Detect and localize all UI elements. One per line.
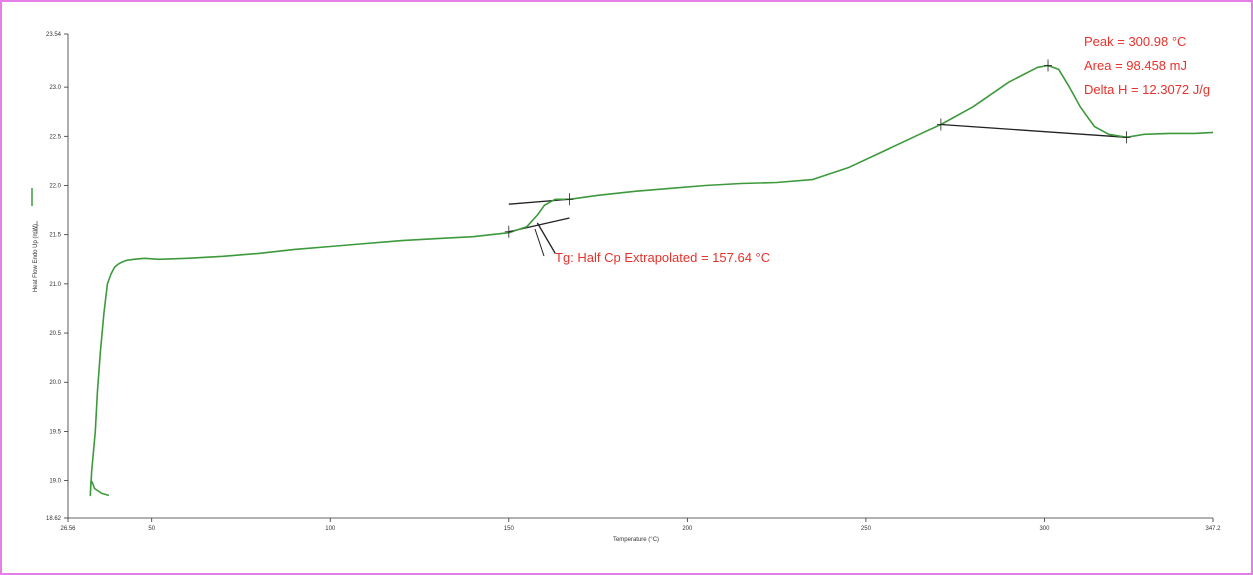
y-tick-label: 21.5 xyxy=(49,233,61,239)
delta-h-annotation: Delta H = 12.3072 J/g xyxy=(1084,82,1210,97)
y-tick-label: 23.54 xyxy=(46,32,62,38)
analysis-markers xyxy=(504,59,1131,238)
tg-leader-line xyxy=(534,228,545,257)
x-axis-ticks: 26.56 50 100 150 200 250 300 347.2 xyxy=(60,518,1221,532)
tg-annotation: Tg: Half Cp Extrapolated = 157.64 °C xyxy=(555,250,770,265)
y-tick-label: 22.5 xyxy=(49,134,61,140)
y-tick-label: 19.0 xyxy=(49,479,61,485)
x-tick-label: 26.56 xyxy=(60,526,76,532)
heat-flow-series-line xyxy=(89,64,1214,497)
construction-line xyxy=(536,222,556,254)
x-tick-label: 300 xyxy=(1039,526,1050,532)
y-tick-label: 19.5 xyxy=(49,429,61,435)
chart-axes xyxy=(67,34,1213,519)
y-tick-label: 18.62 xyxy=(46,516,62,522)
construction-line xyxy=(940,123,1127,138)
x-tick-label: 347.2 xyxy=(1205,526,1221,532)
x-tick-label: 100 xyxy=(325,526,336,532)
peak-annotation: Peak = 300.98 °C xyxy=(1084,34,1186,49)
construction-lines xyxy=(508,123,1127,254)
y-tick-label: 21.0 xyxy=(49,282,61,288)
y-tick-label: 20.5 xyxy=(49,331,61,337)
x-tick-label: 50 xyxy=(148,526,155,532)
x-tick-label: 150 xyxy=(504,526,515,532)
area-annotation: Area = 98.458 mJ xyxy=(1084,58,1187,73)
x-tick-label: 200 xyxy=(682,526,693,532)
y-axis-ticks: 18.62 19.0 19.5 20.0 20.5 21.0 21.5 22.0 22.5 23.… xyxy=(46,32,68,522)
x-axis-title: Temperature (°C) xyxy=(613,537,659,543)
y-tick-label: 20.0 xyxy=(49,380,61,386)
y-tick-label: 22.0 xyxy=(49,183,61,189)
y-tick-label: 23.0 xyxy=(49,85,61,91)
x-tick-label: 250 xyxy=(861,526,872,532)
y-axis-title: Heat Flow Endo Up (mW) xyxy=(33,224,39,292)
